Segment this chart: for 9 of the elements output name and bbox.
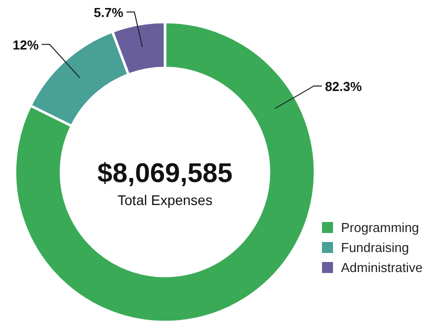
- data-label: 82.3%: [324, 79, 362, 94]
- legend-label: Fundraising: [341, 240, 409, 255]
- text: Total Expenses: [118, 192, 212, 208]
- legend-label: Programming: [341, 220, 420, 235]
- data-label: 5.7%: [94, 5, 124, 20]
- data-label: 12%: [12, 37, 40, 52]
- text: $8,069,585: [97, 158, 233, 188]
- donut-slice: [14, 20, 316, 323]
- legend-label: Administrative: [341, 260, 423, 275]
